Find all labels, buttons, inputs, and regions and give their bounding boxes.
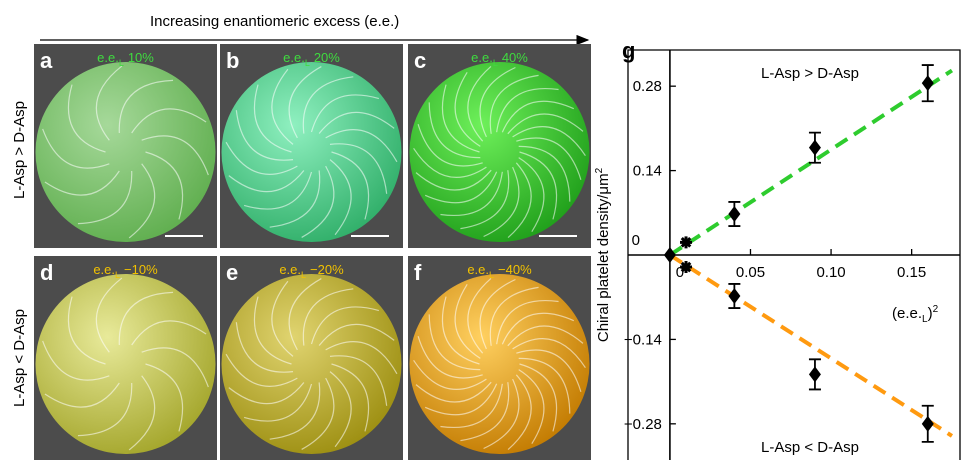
particle bbox=[410, 62, 590, 242]
panel-letter: f bbox=[414, 260, 422, 285]
y-tick-label: −0.14 bbox=[624, 331, 662, 348]
label-subscript: L bbox=[493, 58, 498, 68]
panel-letter: d bbox=[40, 260, 53, 285]
y-tick-label: 0 bbox=[632, 232, 640, 249]
x-axis-label: (e.e.L)2 bbox=[892, 304, 939, 325]
header: Increasing enantiomeric excess (e.e.) bbox=[150, 13, 399, 30]
label-prefix: e.e. bbox=[93, 262, 115, 277]
page: { "header": "Increasing enantiomeric exc… bbox=[0, 0, 974, 460]
data-point bbox=[728, 206, 740, 222]
particle bbox=[36, 62, 216, 242]
x-tick-label: 0.15 bbox=[897, 264, 926, 281]
row-label: L-Asp < D-Asp bbox=[11, 309, 28, 407]
y-tick-label: 0.28 bbox=[633, 78, 662, 95]
label-value: −20% bbox=[310, 262, 344, 277]
label-value: 40% bbox=[502, 50, 528, 65]
label-value: 10% bbox=[128, 50, 154, 65]
data-point bbox=[922, 75, 934, 91]
x-tick-label: 0.05 bbox=[736, 264, 765, 281]
label-prefix: e.e. bbox=[97, 50, 119, 65]
data-point bbox=[809, 140, 821, 156]
label-prefix: e.e. bbox=[467, 262, 489, 277]
label-subscript: L bbox=[489, 270, 494, 280]
particle bbox=[222, 62, 402, 242]
label-value: 20% bbox=[314, 50, 340, 65]
annotation: L-Asp > D-Asp bbox=[761, 65, 859, 82]
x-tick-label: 0.10 bbox=[816, 264, 845, 281]
label-subscript: L bbox=[119, 58, 124, 68]
particle bbox=[36, 274, 216, 454]
data-point bbox=[728, 288, 740, 304]
y-tick-label: −0.28 bbox=[624, 416, 662, 433]
label-subscript: L bbox=[301, 270, 306, 280]
annotation: L-Asp < D-Asp bbox=[761, 439, 859, 456]
figure: Increasing enantiomeric excess (e.e.) L-… bbox=[0, 0, 974, 460]
x-axis-label-sup: 2 bbox=[933, 304, 939, 315]
data-point bbox=[664, 247, 676, 263]
panel-letter: a bbox=[40, 48, 53, 73]
label-value: −40% bbox=[498, 262, 532, 277]
label-subscript: L bbox=[305, 58, 310, 68]
y-axis-label: Chiral platelet density/μm2 bbox=[594, 167, 612, 342]
panel-letter: e bbox=[226, 260, 238, 285]
y-tick-label: 0.14 bbox=[633, 163, 662, 180]
panel-letter: c bbox=[414, 48, 426, 73]
x-axis-label-text: (e.e. bbox=[892, 305, 922, 322]
label-prefix: e.e. bbox=[283, 50, 305, 65]
label-subscript: L bbox=[115, 270, 120, 280]
chart: 00.050.100.15−0.28−0.1400.140.28gChiral … bbox=[594, 38, 960, 460]
panel-letter: g bbox=[622, 38, 635, 63]
data-point bbox=[680, 236, 692, 248]
label-value: −10% bbox=[124, 262, 158, 277]
fit-line bbox=[670, 255, 952, 436]
label-prefix: e.e. bbox=[279, 262, 301, 277]
data-point bbox=[809, 366, 821, 382]
y-axis-label-sup: 2 bbox=[594, 167, 605, 173]
particle bbox=[410, 274, 590, 454]
y-axis-label-text: Chiral platelet density/μm bbox=[595, 173, 612, 342]
data-point bbox=[680, 261, 692, 273]
row-label: L-Asp > D-Asp bbox=[11, 101, 28, 199]
data-point bbox=[922, 416, 934, 432]
panel-letter: b bbox=[226, 48, 239, 73]
label-prefix: e.e. bbox=[471, 50, 493, 65]
particle bbox=[222, 274, 402, 454]
